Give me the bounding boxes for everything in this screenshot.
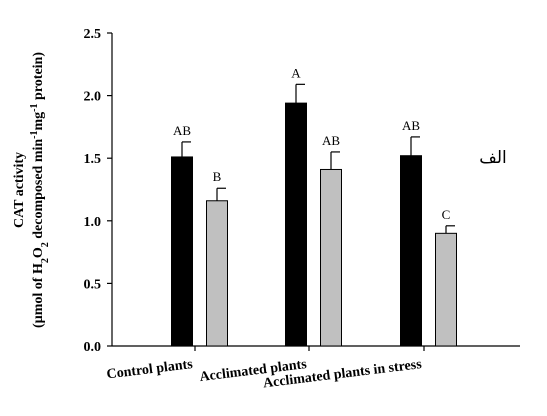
significance-letter: AB (402, 118, 420, 133)
y-tick-label: 1.5 (84, 152, 102, 167)
y-tick-label: 0.5 (84, 277, 102, 292)
significance-letter: B (213, 169, 222, 184)
significance-letter: A (291, 65, 301, 80)
y-tick-label: 2.5 (84, 27, 102, 42)
significance-letter: AB (173, 123, 191, 138)
bar (285, 102, 307, 347)
y-tick-label: 2.0 (84, 90, 102, 105)
y-tick-label: 1.0 (84, 215, 102, 230)
y-axis-title-line2: (µmol of H2O2 decomposed min-1mg-1 prote… (29, 52, 51, 328)
y-axis-title-line1: CAT activity (12, 152, 27, 228)
bar (171, 156, 193, 347)
bar (320, 168, 342, 347)
significance-letter: C (442, 207, 451, 222)
bar (400, 155, 422, 347)
y-tick-label: 0.0 (84, 340, 102, 355)
panel-label: الف (479, 148, 507, 168)
bar (206, 200, 228, 347)
bars: AB A AB B AB C (171, 65, 457, 347)
x-tick-label: Control plants (106, 357, 194, 382)
y-axis-title: CAT activity (µmol of H2O2 decomposed mi… (12, 52, 51, 328)
bar (435, 232, 457, 347)
significance-letter: AB (322, 133, 340, 148)
